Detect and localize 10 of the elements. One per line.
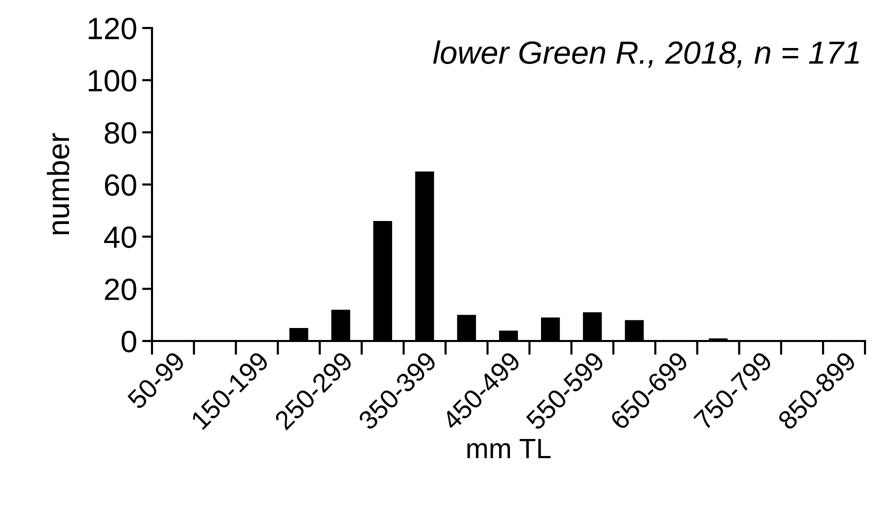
y-tick-label: 120 — [88, 18, 136, 40]
y-axis-title: number — [46, 133, 70, 234]
y-tick-label: 60 — [104, 174, 136, 196]
y-tick-label: 0 — [122, 330, 136, 352]
chart-title: lower Green R., 2018, n = 171 — [433, 40, 859, 68]
y-tick-label: 80 — [104, 122, 136, 144]
y-tick-label: 20 — [104, 278, 136, 300]
y-tick-label: 40 — [104, 226, 136, 248]
y-tick-label: 100 — [88, 70, 136, 92]
x-axis-title: mm TL — [467, 439, 551, 458]
